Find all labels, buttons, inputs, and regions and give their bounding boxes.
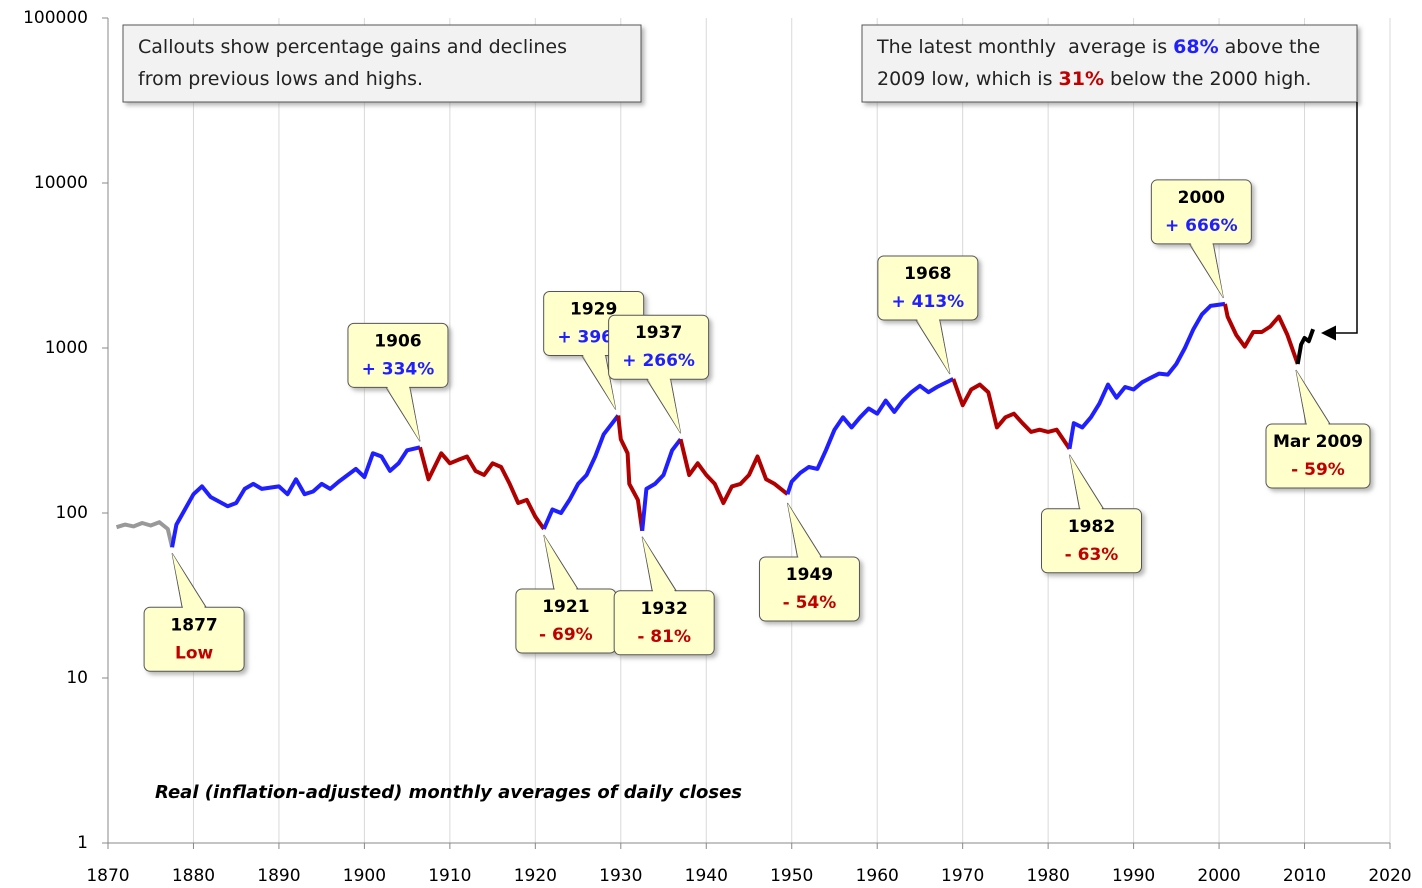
callout-label: 1929 [570, 299, 617, 319]
y-tick-label: 10 [66, 668, 88, 688]
info-run: from previous lows and highs. [138, 68, 423, 90]
x-tick-label: 1910 [428, 866, 471, 886]
info-text: The latest monthly average is 68% above … [876, 36, 1320, 58]
x-tick-label: 1880 [172, 866, 215, 886]
callout-tail-cover [543, 534, 577, 590]
callout-label: 1906 [374, 331, 421, 351]
callout-tail-cover [642, 536, 676, 592]
callout-label: 1921 [542, 597, 589, 617]
line-series [640, 437, 683, 531]
subtitle: Real (inflation-adjusted) monthly averag… [155, 782, 742, 803]
y-tick-label: 100000 [23, 8, 88, 28]
callout-label: - 69% [539, 625, 593, 645]
x-tick-label: 1920 [514, 866, 557, 886]
x-tick-label: 1900 [343, 866, 386, 886]
callout-tail-cover [386, 386, 420, 442]
callout-label: 2000 [1178, 188, 1225, 208]
callout-label: + 413% [892, 292, 965, 312]
info-run: 31% [1059, 68, 1104, 90]
line-series [616, 415, 645, 532]
callout-label: + 266% [622, 351, 695, 371]
info-run: 68% [1173, 36, 1218, 58]
callout-label: Low [175, 643, 214, 663]
line-series [1223, 303, 1300, 365]
pointer-arrow [1321, 102, 1358, 341]
callout-label: + 334% [362, 359, 435, 379]
info-text: 2009 low, which is 31% below the 2000 hi… [877, 68, 1311, 90]
info-box [861, 24, 1358, 103]
callout-tail-cover [1190, 242, 1224, 298]
callout-label: Mar 2009 [1273, 432, 1363, 452]
x-tick-label: 1980 [1027, 866, 1070, 886]
line-series [678, 438, 789, 505]
x-tick-label: 2010 [1283, 866, 1326, 886]
callout-label: 1932 [641, 599, 688, 619]
info-text: from previous lows and highs. [138, 68, 423, 90]
line-series [170, 445, 421, 548]
x-tick-label: 1950 [770, 866, 813, 886]
callout-tail-cover [647, 378, 681, 434]
callout-label: - 59% [1291, 460, 1345, 480]
x-tick-label: 1940 [685, 866, 728, 886]
line-series [1295, 328, 1315, 365]
line-series [115, 520, 175, 548]
info-run: below the 2000 high. [1104, 68, 1311, 90]
callout-tail-cover [916, 318, 950, 374]
callout-label: 1982 [1068, 517, 1115, 537]
y-tick-label: 1 [77, 833, 88, 853]
info-run: 2009 low, which is [877, 68, 1059, 90]
line-series [418, 446, 546, 531]
line-series [1067, 301, 1226, 450]
y-tick-label: 100 [56, 503, 88, 523]
callout-label: 1877 [170, 615, 217, 635]
x-tick-label: 1960 [856, 866, 899, 886]
line-series [785, 377, 955, 495]
x-tick-label: 1870 [86, 866, 129, 886]
x-tick-label: 1890 [257, 866, 300, 886]
callout-tail-cover [582, 354, 616, 410]
callout-tail-cover [1069, 454, 1103, 510]
info-run: above the [1219, 36, 1321, 58]
callout-label: - 54% [783, 593, 837, 613]
x-tick-label: 1990 [1112, 866, 1155, 886]
info-run: Callouts show percentage gains and decli… [138, 36, 567, 58]
callout-tail-cover [172, 553, 206, 609]
callout-label: - 63% [1065, 545, 1119, 565]
x-tick-label: 1930 [599, 866, 642, 886]
line-series [542, 414, 620, 530]
info-box [122, 24, 642, 103]
info-text: Callouts show percentage gains and decli… [138, 36, 567, 58]
callout-label: + 666% [1165, 216, 1238, 236]
callout-tail-cover [787, 503, 821, 559]
x-tick-label: 2020 [1368, 866, 1411, 886]
callout-tail-cover [1295, 369, 1329, 425]
x-tick-label: 2000 [1197, 866, 1240, 886]
y-tick-label: 10000 [34, 173, 88, 193]
callout-label: 1968 [904, 264, 951, 284]
callout-label: - 81% [637, 627, 691, 647]
callout-label: 1937 [635, 323, 682, 343]
y-tick-label: 1000 [45, 338, 88, 358]
info-run: The latest monthly average is [876, 36, 1173, 58]
callout-label: 1949 [786, 565, 833, 585]
x-tick-label: 1970 [941, 866, 984, 886]
line-series [951, 378, 1072, 450]
